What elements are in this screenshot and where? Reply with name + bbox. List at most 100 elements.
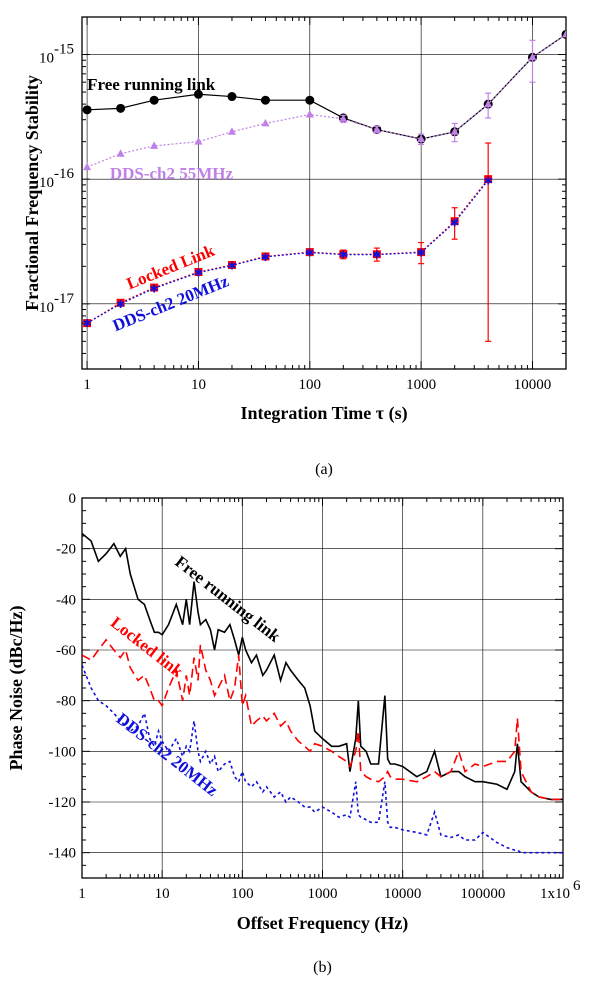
- y-tick-label: -60: [56, 643, 76, 659]
- x-tick-label: 10000: [384, 886, 422, 902]
- data-point: [149, 95, 159, 105]
- data-point: [484, 175, 493, 184]
- x-tick-labels: 1 10 100 1000 10000 100000 1x10 6: [78, 878, 581, 902]
- y-tick-label: -20: [56, 542, 76, 558]
- data-point: [450, 217, 459, 226]
- data-point: [528, 52, 537, 61]
- y-tick-labels: 0 -20 -40 -60 -80 -100 -120 -140: [49, 491, 77, 862]
- series-3: ✱ ✱ ✱ ✱ ✱ ✱ ✱ ✱ ✱ ✱ ✱ ✱: [82, 175, 492, 330]
- x-axis-title: Offset Frequency (Hz): [237, 913, 409, 934]
- y-tick-label: -100: [49, 744, 77, 760]
- y-tick-exponent: -15: [54, 42, 74, 58]
- phase-noise-chart-panel: 1 10 100 1000 10000 100000 1x10 6 0 -20 -40 -60 -80 -…: [0, 485, 591, 985]
- series-line: [82, 664, 563, 854]
- x-minor-ticks: [105, 498, 560, 878]
- series-line: [82, 638, 563, 801]
- x-tick-label: 1000: [406, 377, 436, 393]
- y-tick-label: 10: [39, 300, 54, 316]
- data-point: [261, 118, 270, 127]
- series-annotation: DDS-ch2 20MHz: [113, 709, 222, 800]
- y-tick-exponent: -17: [54, 291, 74, 307]
- data-point: ✱: [227, 260, 236, 272]
- figure-caption: (b): [313, 959, 332, 976]
- data-point: [150, 141, 159, 149]
- data-point: [450, 127, 459, 135]
- x-tick-label: 10000: [514, 377, 552, 393]
- data-point: [339, 114, 348, 122]
- series-0: [82, 532, 563, 801]
- data-point: ✱: [305, 248, 314, 260]
- data-point: [150, 283, 159, 292]
- data-point: [82, 105, 92, 115]
- phase-noise-chart: 1 10 100 1000 10000 100000 1x10 6 0 -20 -40 -60 -80 -…: [6, 491, 581, 976]
- data-point: ✱: [116, 299, 125, 311]
- data-point: ✱: [150, 283, 159, 295]
- series-line: [82, 532, 563, 801]
- data-point: ✱: [339, 250, 348, 262]
- data-point: [194, 137, 203, 145]
- data-point: ✱: [417, 248, 426, 260]
- y-tick-label: 10: [39, 51, 54, 67]
- data-point: [194, 268, 203, 277]
- data-point: [116, 149, 125, 157]
- x-axis-title: Integration Time τ (s): [240, 403, 407, 424]
- x-tick-label: 100: [231, 886, 254, 902]
- plot-frame: [81, 497, 564, 879]
- data-point: ✱: [372, 250, 381, 262]
- series-annotation: Locked link: [107, 613, 187, 682]
- data-point: [83, 162, 92, 171]
- data-point: [417, 248, 426, 257]
- y-tick-label: -140: [49, 846, 77, 862]
- grid: [82, 498, 563, 878]
- data-point: [193, 89, 203, 99]
- series-2: [83, 142, 493, 342]
- data-point: [116, 103, 126, 113]
- figure-caption: (a): [315, 461, 333, 478]
- data-point: ✱: [82, 318, 91, 330]
- y-tick-label: 10: [39, 175, 54, 191]
- y-axis-title: Fractional Frequency Stability: [22, 75, 42, 311]
- data-point: ✱: [194, 268, 203, 280]
- x-tick-label: 1000: [308, 886, 338, 902]
- x-tick-label: 10: [191, 377, 206, 393]
- data-point: [260, 95, 270, 105]
- y-tick-exponent: -16: [54, 166, 74, 182]
- y-axis-title: Phase Noise (dBc/Hz): [6, 606, 27, 771]
- data-point: ✱: [484, 175, 493, 187]
- stability-chart-panel: 1 10 100 1000 10000 10 -17 10 -16 10 -15 Integratio…: [0, 0, 591, 485]
- y-tick-label: -80: [56, 694, 76, 710]
- series-1: [82, 638, 563, 801]
- data-point: [372, 250, 381, 259]
- data-point: [227, 127, 236, 135]
- plot-frame: [81, 16, 567, 370]
- data-point: [227, 92, 237, 102]
- x-tick-label: 10: [155, 886, 170, 902]
- data-point: [562, 29, 566, 38]
- series-line: [87, 33, 566, 140]
- data-point: [305, 110, 314, 118]
- data-point: [261, 252, 270, 261]
- y-tick-label: -40: [56, 592, 76, 608]
- data-point: [372, 125, 381, 133]
- series-line: [86, 178, 489, 324]
- x-tick-label: 1x10: [540, 886, 570, 902]
- series-2: [82, 664, 563, 854]
- x-tick-label: 100: [299, 377, 322, 393]
- series-1: [83, 29, 566, 171]
- data-point: [417, 134, 426, 143]
- data-point: ✱: [450, 217, 459, 229]
- y-tick-label: 0: [69, 491, 77, 507]
- data-point: ✱: [261, 252, 270, 264]
- x-tick-label: 100000: [460, 886, 505, 902]
- data-point: [484, 99, 493, 108]
- x-tick-exponent: 6: [573, 878, 581, 894]
- x-tick-labels: 1 10 100 1000 10000: [83, 377, 551, 393]
- series-line: [86, 179, 489, 324]
- y-tick-label: -120: [49, 795, 77, 811]
- series-annotation: DDS-ch2 55MHz: [110, 164, 234, 183]
- x-tick-label: 1: [78, 886, 86, 902]
- data-point: [116, 298, 125, 307]
- stability-chart: 1 10 100 1000 1000010-1710-1610-15Integratio…: [22, 16, 567, 478]
- data-point: [305, 95, 315, 105]
